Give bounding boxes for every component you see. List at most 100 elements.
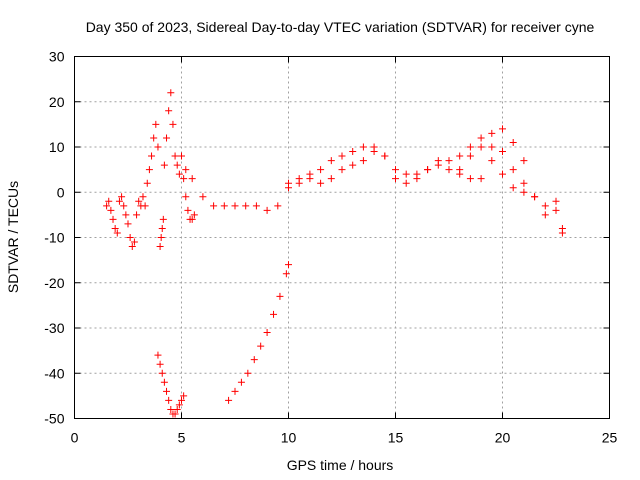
data-point bbox=[210, 202, 218, 210]
data-point bbox=[143, 179, 151, 187]
data-point bbox=[126, 234, 134, 241]
data-point bbox=[413, 175, 421, 183]
data-point bbox=[167, 89, 175, 97]
data-point bbox=[250, 356, 258, 364]
data-point bbox=[276, 292, 284, 300]
data-point bbox=[160, 378, 168, 386]
data-point bbox=[188, 215, 196, 223]
data-point bbox=[244, 369, 252, 377]
x-tick-label: 0 bbox=[71, 430, 79, 446]
data-point bbox=[317, 179, 325, 187]
data-point bbox=[456, 152, 464, 160]
y-tick-label: -30 bbox=[44, 320, 64, 336]
data-point bbox=[445, 157, 453, 165]
data-point bbox=[381, 152, 389, 160]
data-point bbox=[135, 197, 143, 205]
data-point bbox=[173, 405, 181, 413]
y-tick-label: -50 bbox=[44, 411, 64, 427]
data-point bbox=[499, 148, 506, 156]
data-point bbox=[169, 120, 177, 128]
data-point bbox=[231, 387, 239, 395]
data-point bbox=[122, 211, 130, 219]
data-point bbox=[160, 161, 168, 169]
data-point bbox=[182, 193, 190, 201]
data-point bbox=[220, 202, 228, 210]
data-point bbox=[541, 202, 549, 210]
data-point bbox=[327, 175, 335, 183]
data-point bbox=[466, 175, 474, 183]
data-point bbox=[285, 261, 292, 269]
data-point bbox=[477, 143, 485, 151]
data-point bbox=[118, 193, 126, 201]
data-point bbox=[120, 202, 128, 210]
data-point bbox=[477, 134, 485, 142]
data-point bbox=[156, 360, 164, 368]
x-tick-label: 20 bbox=[495, 430, 511, 446]
data-point bbox=[150, 134, 158, 142]
data-point bbox=[237, 378, 245, 386]
data-point bbox=[199, 193, 207, 201]
data-point bbox=[188, 175, 196, 183]
series-main-track-a bbox=[182, 125, 528, 214]
x-tick-label: 10 bbox=[281, 430, 297, 446]
data-point bbox=[466, 152, 474, 160]
chart-title: Day 350 of 2023, Sidereal Day-to-day VTE… bbox=[86, 19, 595, 35]
x-tick-label: 15 bbox=[388, 430, 404, 446]
data-point bbox=[424, 166, 432, 174]
data-point bbox=[327, 157, 335, 165]
data-point bbox=[359, 143, 367, 151]
data-point bbox=[359, 157, 367, 165]
data-point bbox=[225, 396, 233, 404]
data-point bbox=[274, 202, 282, 210]
data-point bbox=[488, 129, 496, 137]
data-point bbox=[105, 197, 113, 205]
x-tick-label: 25 bbox=[602, 430, 618, 446]
data-point bbox=[171, 410, 179, 418]
plot-frame bbox=[74, 56, 610, 419]
data-point bbox=[338, 166, 346, 174]
data-point bbox=[109, 215, 117, 223]
y-tick-label: 20 bbox=[49, 94, 65, 110]
y-axis-title: SDTVAR / TECUs bbox=[5, 181, 21, 293]
data-point bbox=[167, 405, 175, 413]
data-point bbox=[178, 396, 185, 404]
data-point bbox=[392, 166, 399, 174]
data-point bbox=[156, 243, 164, 251]
data-point bbox=[165, 107, 173, 115]
series-main-track-c bbox=[456, 143, 566, 237]
data-point bbox=[509, 184, 517, 192]
data-point bbox=[509, 166, 517, 174]
data-point bbox=[165, 396, 173, 404]
y-tick-label: -10 bbox=[44, 230, 64, 246]
data-point bbox=[130, 238, 138, 246]
data-point bbox=[402, 179, 410, 187]
data-point bbox=[128, 243, 136, 251]
data-point bbox=[520, 157, 528, 165]
data-point bbox=[231, 202, 239, 210]
data-point bbox=[158, 369, 166, 377]
data-point bbox=[190, 211, 198, 219]
data-point bbox=[163, 387, 171, 395]
data-point bbox=[141, 202, 149, 210]
data-point bbox=[175, 170, 183, 178]
data-point bbox=[115, 197, 123, 205]
data-point bbox=[154, 351, 162, 359]
data-point bbox=[175, 401, 183, 409]
y-tick-label: 30 bbox=[49, 49, 65, 65]
data-point bbox=[113, 229, 121, 237]
data-point bbox=[257, 342, 265, 350]
data-point bbox=[456, 166, 464, 174]
data-point bbox=[171, 152, 179, 160]
data-point bbox=[477, 175, 485, 183]
y-tick-label: 0 bbox=[57, 184, 65, 200]
data-point bbox=[509, 138, 517, 146]
data-point bbox=[552, 197, 560, 205]
data-point bbox=[466, 143, 474, 151]
data-point bbox=[111, 224, 119, 232]
data-point bbox=[488, 143, 496, 151]
data-point bbox=[392, 175, 399, 183]
data-point bbox=[107, 206, 115, 214]
series-cluster-early bbox=[103, 89, 198, 251]
data-point bbox=[282, 270, 290, 278]
